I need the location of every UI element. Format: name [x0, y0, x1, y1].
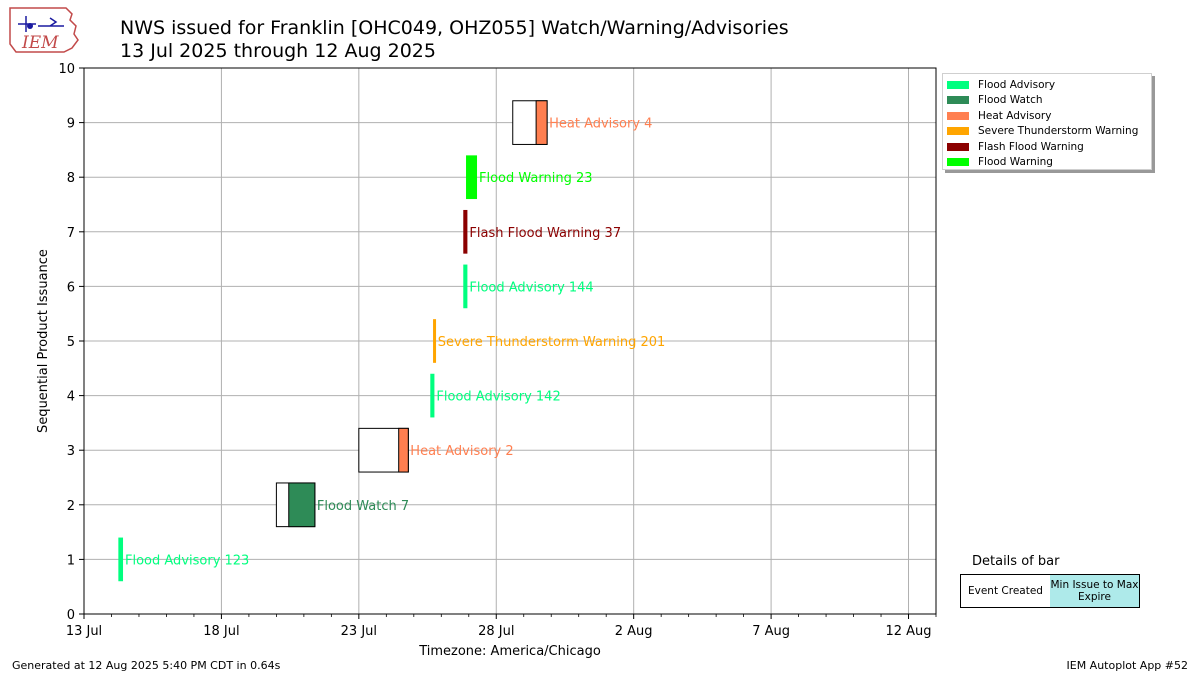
iem-logo: IEM	[9, 7, 79, 53]
legend-label: Flood Watch	[978, 94, 1043, 107]
event-label: Flood Advisory 144	[469, 280, 593, 295]
footer-generated: Generated at 12 Aug 2025 5:40 PM CDT in …	[12, 659, 281, 672]
event-bar	[430, 373, 435, 418]
event-bar	[398, 427, 409, 473]
legend-swatch	[947, 158, 969, 167]
legend-item: Flash Flood Warning	[947, 139, 1151, 155]
details-issue-expire: Min Issue to Max Expire	[1050, 575, 1139, 607]
chart-title: NWS issued for Franklin [OHC049, OHZ055]…	[120, 17, 789, 39]
x-tick-label: 23 Jul	[341, 624, 377, 639]
x-tick-label: 2 Aug	[615, 624, 653, 639]
x-tick-label: 13 Jul	[66, 624, 102, 639]
y-tick-label: 2	[67, 499, 75, 514]
y-tick-label: 6	[67, 280, 75, 295]
event-label: Flood Advisory 123	[125, 553, 249, 568]
chart-subtitle: 13 Jul 2025 through 12 Aug 2025	[120, 40, 436, 62]
event-label: Flash Flood Warning 37	[469, 226, 621, 241]
x-tick-label: 28 Jul	[478, 624, 514, 639]
legend-label: Severe Thunderstorm Warning	[978, 125, 1139, 138]
event-bar	[535, 100, 548, 145]
legend-swatch	[947, 96, 969, 105]
y-tick-label: 9	[67, 117, 75, 132]
y-tick-label: 1	[67, 553, 75, 568]
legend-swatch	[947, 127, 969, 136]
y-tick-label: 5	[67, 335, 75, 350]
event-bar	[288, 482, 316, 528]
y-tick-label: 8	[67, 171, 75, 186]
x-tick-label: 18 Jul	[203, 624, 239, 639]
y-axis-label: Sequential Product Issuance	[36, 249, 51, 433]
legend-swatch	[947, 111, 969, 120]
legend-item: Flood Advisory	[947, 77, 1151, 93]
event-bar	[466, 155, 478, 200]
event-bar	[463, 264, 468, 309]
event-bar	[118, 537, 124, 582]
event-label: Heat Advisory 2	[410, 444, 513, 459]
legend: Flood Advisory Flood Watch Heat Advisory Se…	[942, 73, 1152, 170]
y-tick-label: 3	[67, 444, 75, 459]
y-tick-label: 7	[67, 226, 75, 241]
event-bar	[433, 319, 437, 363]
event-label: Heat Advisory 4	[549, 117, 652, 132]
y-tick-label: 4	[67, 390, 75, 405]
y-tick-label: 0	[67, 608, 75, 623]
legend-label: Flood Warning	[978, 156, 1053, 169]
logo-text: IEM	[21, 33, 59, 53]
legend-swatch	[947, 142, 969, 151]
footer-app: IEM Autoplot App #52	[1066, 659, 1189, 672]
x-tick-label: 12 Aug	[885, 624, 931, 639]
y-tick-label: 10	[58, 62, 75, 77]
details-event-created: Event Created	[968, 585, 1043, 597]
legend-item: Flood Watch	[947, 93, 1151, 109]
event-bars: Flood Advisory 123 Flood Watch 7 Heat Advi…	[118, 100, 666, 582]
event-label: Flood Warning 23	[479, 171, 593, 186]
event-label: Severe Thunderstorm Warning 201	[438, 335, 666, 350]
event-label: Flood Watch 7	[317, 499, 409, 514]
legend-label: Heat Advisory	[978, 109, 1052, 122]
legend-item: Flood Warning	[947, 155, 1151, 171]
event-bar	[463, 209, 468, 254]
legend-label: Flood Advisory	[978, 78, 1056, 91]
legend-item: Severe Thunderstorm Warning	[947, 124, 1151, 140]
legend-item: Heat Advisory	[947, 108, 1151, 124]
y-axis-ticks: 0 1 2 3 4 5 6 7 8 9 10	[58, 62, 84, 623]
x-axis-ticks: 13 Jul 18 Jul 23 Jul 28 Jul 2 Aug 7 Aug 12 Aug	[66, 614, 937, 639]
details-title: Details of bar	[972, 554, 1060, 569]
x-axis-label: Timezone: America/Chicago	[418, 644, 601, 659]
x-tick-label: 7 Aug	[752, 624, 790, 639]
event-label: Flood Advisory 142	[436, 390, 560, 405]
legend-swatch	[947, 80, 969, 89]
legend-label: Flash Flood Warning	[978, 140, 1084, 153]
details-box: Event Created Min Issue to Max Expire	[960, 574, 1140, 608]
